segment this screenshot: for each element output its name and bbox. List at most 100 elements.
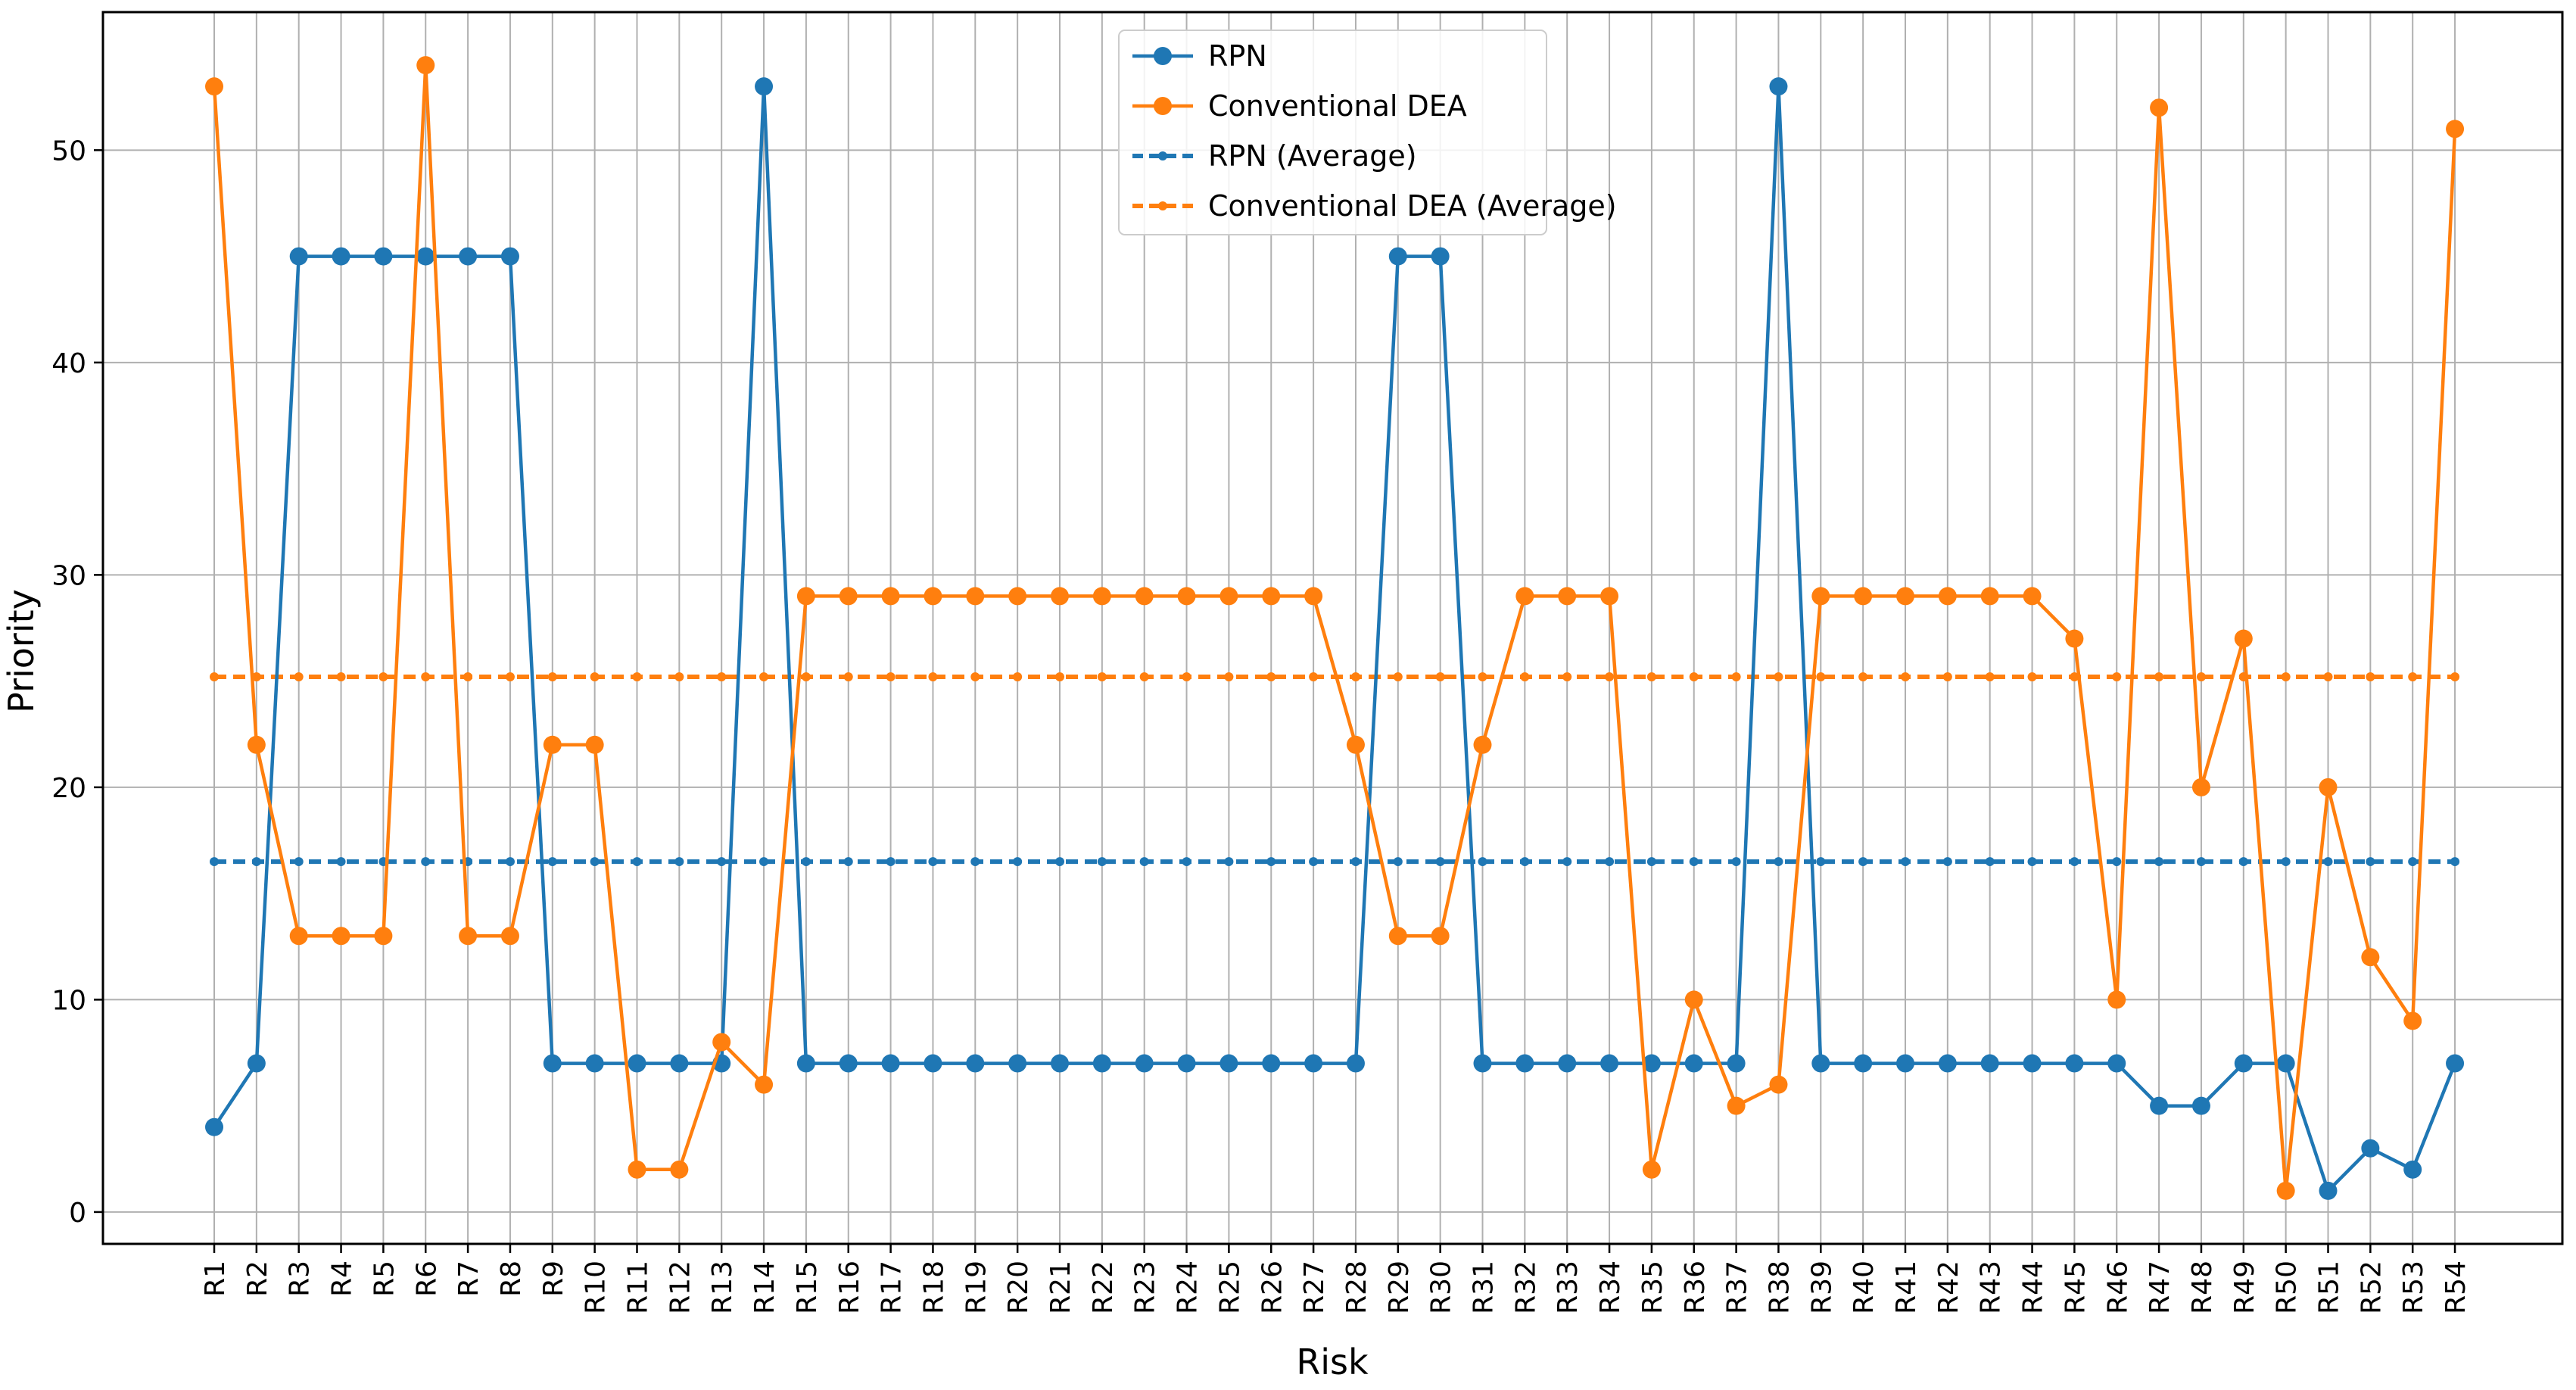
data-point (2408, 857, 2418, 867)
x-tick-label: R33 (1553, 1261, 1584, 1314)
data-point (2361, 1139, 2380, 1158)
data-point (1177, 1054, 1196, 1073)
data-point (1642, 1054, 1661, 1073)
data-point (416, 247, 435, 266)
series-conventional-dea-average- (210, 672, 2460, 682)
data-point (1562, 672, 1572, 682)
data-point (1262, 1054, 1281, 1073)
data-point (1816, 672, 1826, 682)
data-point (1558, 1054, 1577, 1073)
data-point (755, 77, 774, 96)
data-point (970, 857, 980, 867)
data-point (1727, 1096, 1746, 1115)
data-point (1478, 857, 1487, 867)
data-point (1811, 1054, 1830, 1073)
data-point (336, 672, 346, 682)
data-point (2150, 1096, 2169, 1115)
legend-label: RPN (Average) (1208, 139, 1417, 173)
data-point (463, 672, 473, 682)
data-point (1431, 927, 1450, 946)
data-point (1051, 587, 1069, 606)
legend: RPN Conventional DEA RPN (Average) Conventi… (1118, 30, 1617, 235)
data-point (2361, 948, 2380, 967)
data-point (2150, 98, 2169, 117)
data-point (966, 587, 985, 606)
data-point (1224, 672, 1234, 682)
data-point (2234, 1054, 2253, 1073)
x-tick-label: R51 (2314, 1261, 2345, 1314)
x-tick-label: R43 (1976, 1261, 2007, 1314)
x-tick-label: R11 (623, 1261, 654, 1314)
data-point (1266, 672, 1276, 682)
data-point (1896, 1054, 1914, 1073)
data-point (2107, 990, 2126, 1009)
data-point (1600, 587, 1619, 606)
x-tick-label: R47 (2145, 1261, 2176, 1314)
data-point (670, 1160, 689, 1179)
data-point (1942, 672, 1952, 682)
data-point (2276, 1054, 2295, 1073)
data-point (1600, 1054, 1619, 1073)
data-point (1473, 1054, 1492, 1073)
data-point (247, 1054, 266, 1073)
data-point (924, 1054, 942, 1073)
x-tick-label: R17 (877, 1261, 908, 1314)
data-point (2366, 672, 2375, 682)
data-point (928, 857, 938, 867)
data-point (717, 857, 727, 867)
data-point (205, 77, 223, 96)
data-point (1689, 672, 1699, 682)
legend-marker (1158, 201, 1167, 210)
data-point (205, 1117, 223, 1136)
x-axis: R1 R2 R3 R4 R5 R6 R7 R8 R9 R10 R11 R12 R13 R14 R15 R16 R… (200, 1244, 2472, 1314)
x-tick-label: R52 (2356, 1261, 2387, 1314)
data-point (500, 247, 519, 266)
data-point (1684, 990, 1703, 1009)
data-point (1008, 1054, 1027, 1073)
data-point (543, 1054, 562, 1073)
data-point (2323, 857, 2333, 867)
legend-marker (1154, 47, 1172, 65)
data-point (1435, 672, 1445, 682)
data-point (966, 1054, 985, 1073)
data-point (632, 672, 642, 682)
data-point (1515, 587, 1534, 606)
data-point (2023, 1054, 2042, 1073)
data-point (1646, 857, 1656, 867)
series-conventional-dea (205, 56, 2465, 1200)
x-tick-label: R53 (2398, 1261, 2429, 1314)
data-point (1769, 77, 1788, 96)
x-tick-label: R4 (327, 1261, 358, 1297)
data-point (1304, 1054, 1323, 1073)
data-point (1896, 587, 1914, 606)
data-point (2446, 1054, 2465, 1073)
series-layer (205, 56, 2465, 1200)
data-point (336, 857, 346, 867)
y-tick-label: 10 (51, 985, 86, 1016)
x-tick-label: R34 (1595, 1261, 1626, 1314)
data-point (1224, 857, 1234, 867)
data-point (796, 587, 815, 606)
data-point (505, 857, 515, 867)
data-point (1938, 1054, 1957, 1073)
data-point (543, 735, 562, 754)
data-point (1562, 857, 1572, 867)
data-point (505, 672, 515, 682)
data-point (1520, 857, 1530, 867)
x-tick-label: R28 (1341, 1261, 1372, 1314)
data-point (1515, 1054, 1534, 1073)
data-point (1013, 857, 1023, 867)
data-point (801, 672, 811, 682)
data-point (674, 857, 684, 867)
data-point (2319, 778, 2338, 796)
data-point (459, 247, 478, 266)
data-point (251, 672, 261, 682)
legend-box (1118, 30, 1547, 235)
data-point (1520, 672, 1530, 682)
data-point (843, 672, 853, 682)
x-tick-label: R39 (1806, 1261, 1837, 1314)
data-point (755, 1075, 774, 1094)
data-point (2112, 857, 2122, 867)
data-point (1854, 587, 1873, 606)
